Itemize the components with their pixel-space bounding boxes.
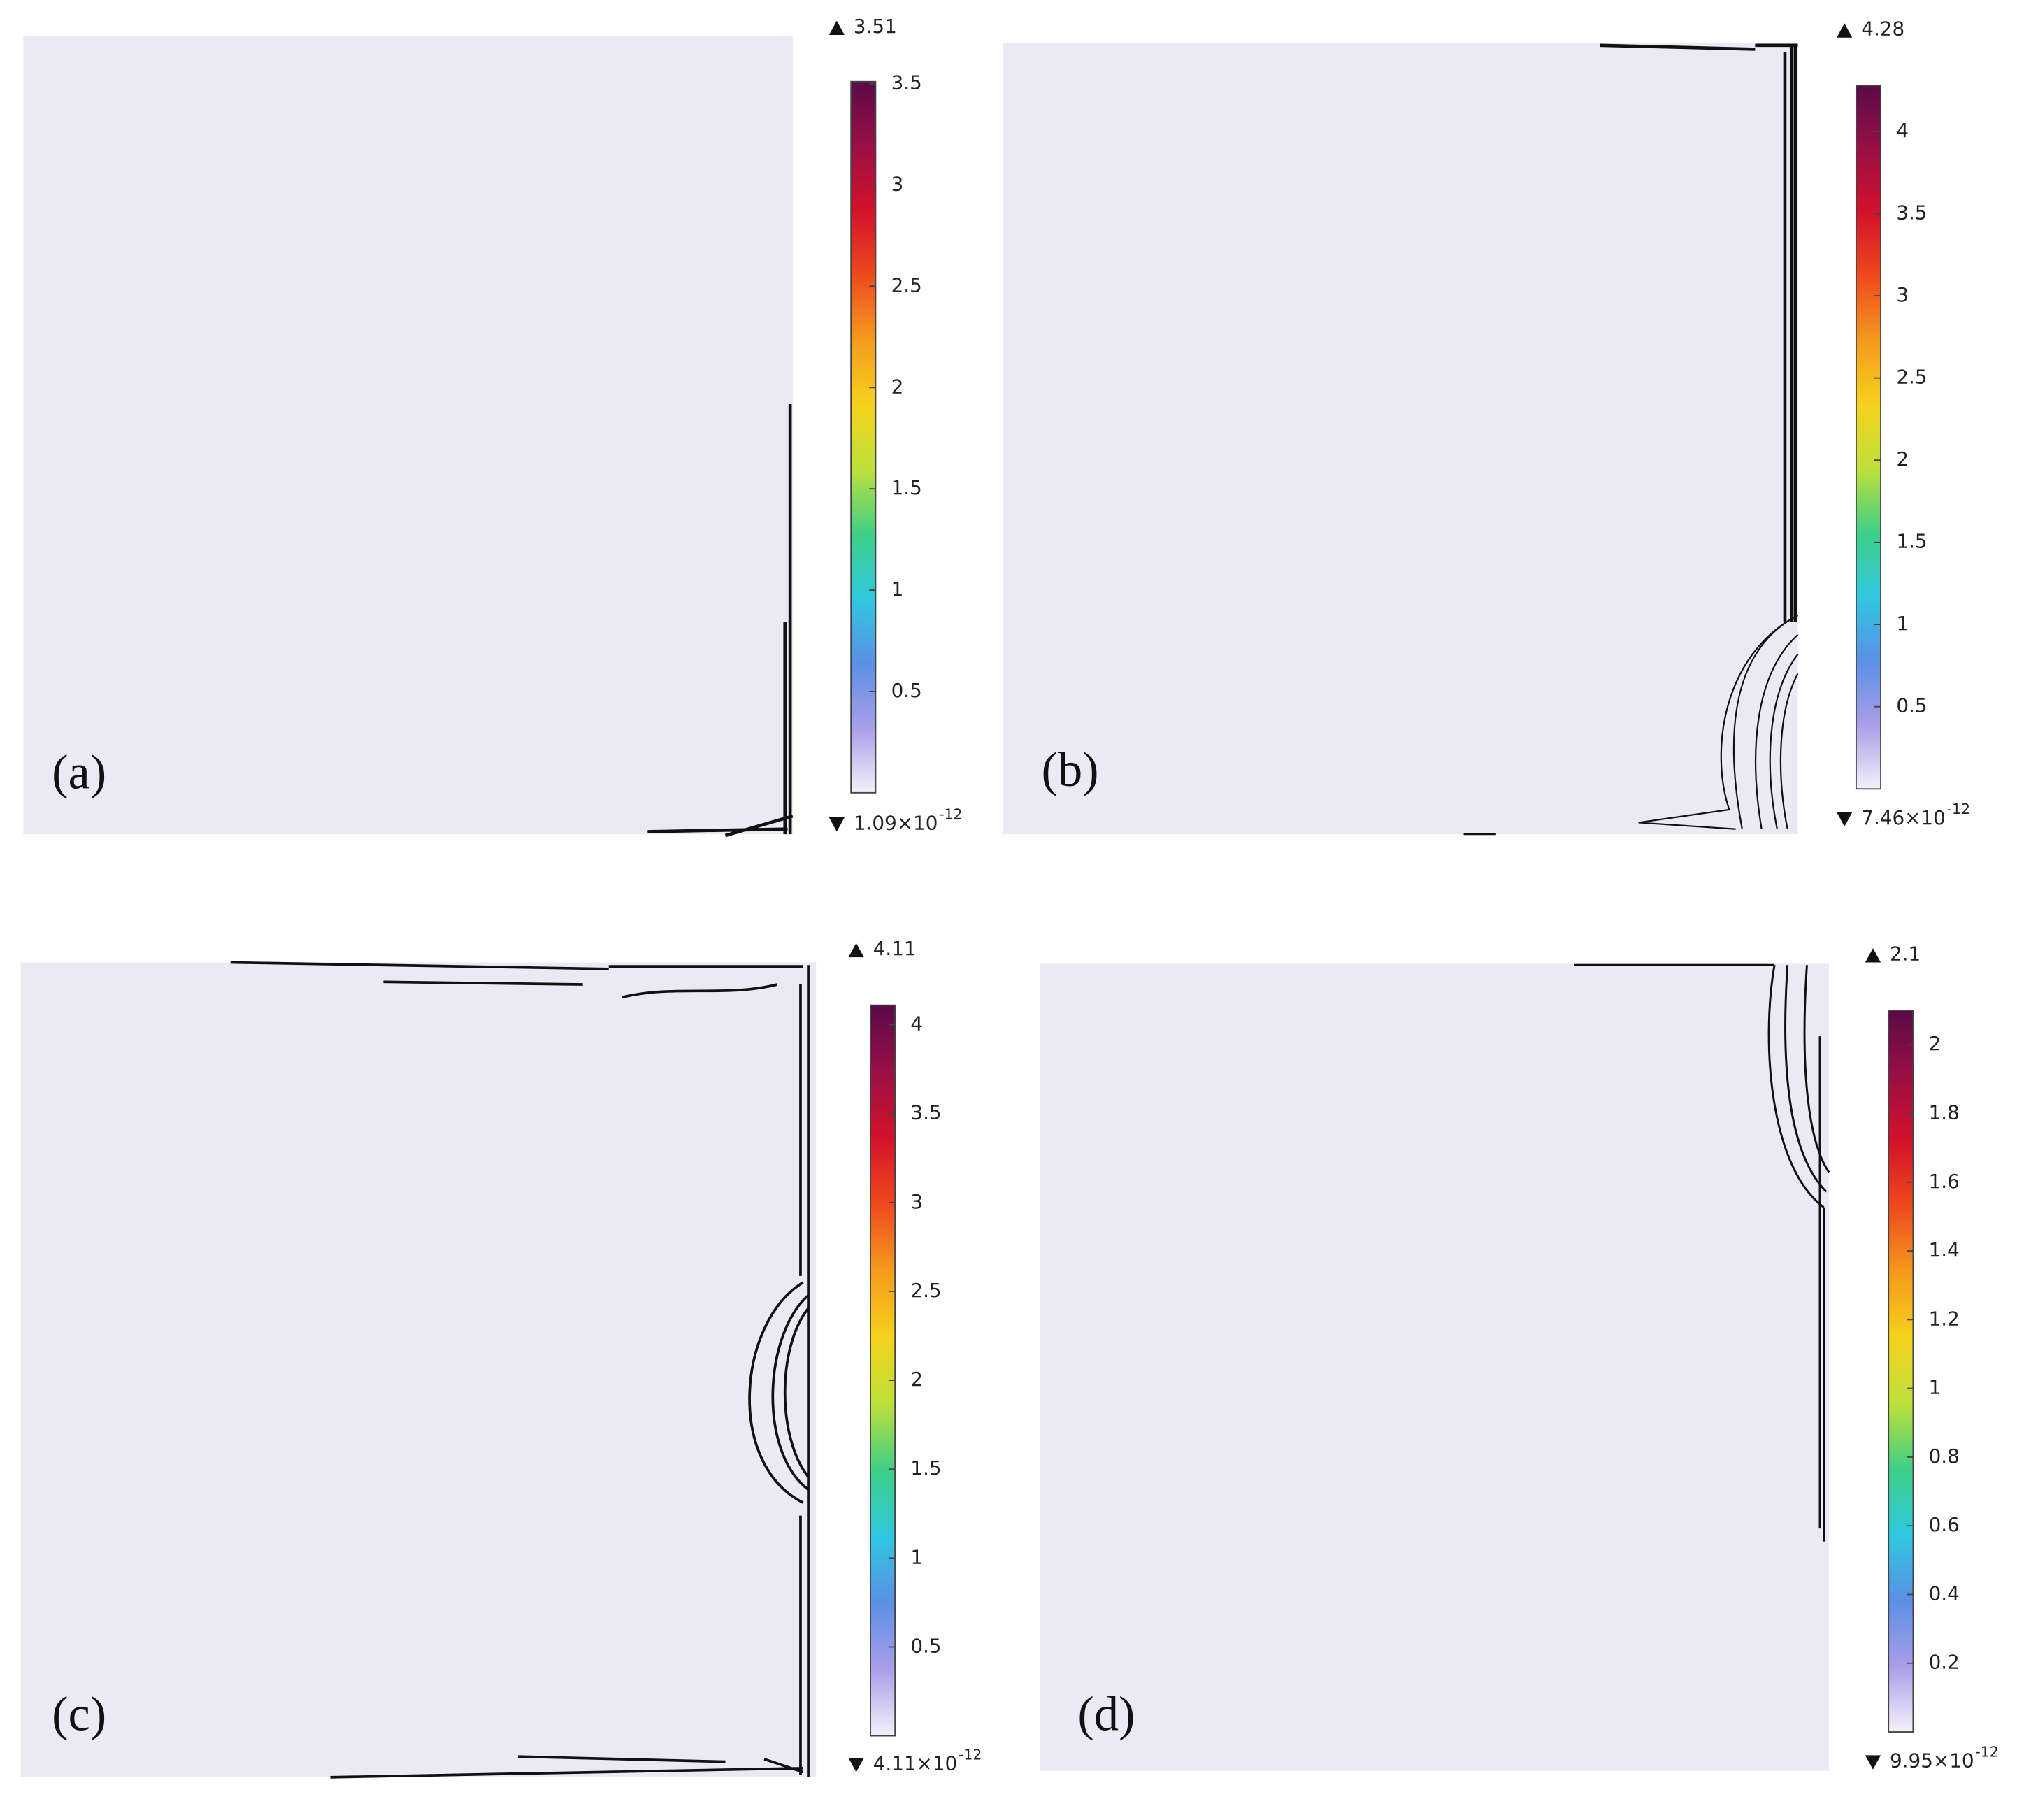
max-marker [1865,948,1881,963]
colorbar [1888,1010,1914,1733]
colorbar-tick-label: 3 [1896,283,1909,306]
panels: 0.511.522.533.53.511.09×10 -12(a)0.511.52… [52,15,1999,1775]
plot-area [1040,963,1829,1771]
colorbar-tick-label: 1 [910,1545,923,1568]
max-marker [1837,23,1853,38]
colorbar [1855,85,1882,790]
max-marker [848,943,864,958]
colorbar-tick-label: 0.5 [891,679,922,702]
colorbar-tick-label: 0.5 [1896,694,1927,717]
colorbar-tick-label: 1.4 [1929,1238,1960,1261]
colorbar-tick-label: 2.5 [891,273,922,296]
plot-area [1002,43,1798,835]
colorbar-tick-label: 1 [891,578,904,601]
colorbar-tick-label: 1.6 [1929,1170,1960,1193]
colorbar [870,1004,896,1737]
min-label: 4.11×10 [873,1751,958,1775]
colorbar [850,80,877,794]
colorbar-tick-label: 1.2 [1929,1307,1960,1330]
min-label: 7.46×10 [1861,806,1946,829]
min-exponent: -12 [1947,801,1970,817]
panel-label: (b) [1042,743,1099,797]
max-label: 3.51 [854,15,897,38]
colorbar-tick-label: 0.5 [910,1634,941,1657]
colorbar-tick-label: 3.5 [910,1101,941,1124]
colorbar-tick-label: 2 [1929,1032,1942,1055]
colorbar-tick-label: 3.5 [1896,201,1927,224]
colorbar-tick-label: 1.8 [1929,1101,1960,1124]
colorbar-tick-label: 2 [891,375,904,398]
colorbar-tick-label: 0.8 [1929,1445,1960,1468]
colorbar-tick-label: 0.4 [1929,1582,1960,1605]
min-exponent: -12 [939,805,962,822]
min-marker [828,817,845,832]
min-exponent: -12 [1975,1744,1998,1761]
colorbar-tick-label: 2.5 [910,1279,941,1302]
min-marker [1837,812,1853,827]
colorbar-tick-label: 1 [1896,612,1909,635]
colorbar-tick-label: 2 [910,1368,923,1391]
min-exponent: -12 [959,1746,982,1763]
min-marker [1865,1755,1881,1770]
colorbar-tick-label: 1.5 [910,1456,941,1479]
colorbar-tick-label: 4 [1896,119,1909,142]
plot-area [23,36,793,835]
colorbar-tick-label: 1.5 [1896,530,1927,553]
colorbar-tick-label: 3 [891,173,904,196]
colorbar-tick-label: 4 [910,1012,923,1036]
colorbar-tick-label: 1 [1929,1376,1942,1399]
colorbar-tick-label: 3.5 [891,71,922,94]
colorbar-tick-label: 0.6 [1929,1513,1960,1536]
panel-label: (d) [1077,1687,1135,1742]
max-marker [828,20,845,36]
colorbar-tick-label: 2 [1896,447,1909,471]
colorbar-tick-label: 3 [910,1190,923,1213]
max-label: 4.28 [1861,17,1904,41]
colorbar-tick-label: 1.5 [891,476,922,499]
min-marker [848,1758,864,1772]
min-label: 1.09×10 [854,811,938,834]
min-label: 9.95×10 [1890,1749,1974,1772]
contours [230,43,1830,1779]
colorbar-tick-label: 0.2 [1929,1651,1960,1674]
panel-label: (c) [52,1687,106,1742]
plot-area [20,962,817,1777]
colorbar-tick-label: 2.5 [1896,366,1927,389]
max-label: 2.1 [1890,942,1921,965]
max-label: 4.11 [873,937,917,960]
panel-label: (a) [52,745,106,800]
